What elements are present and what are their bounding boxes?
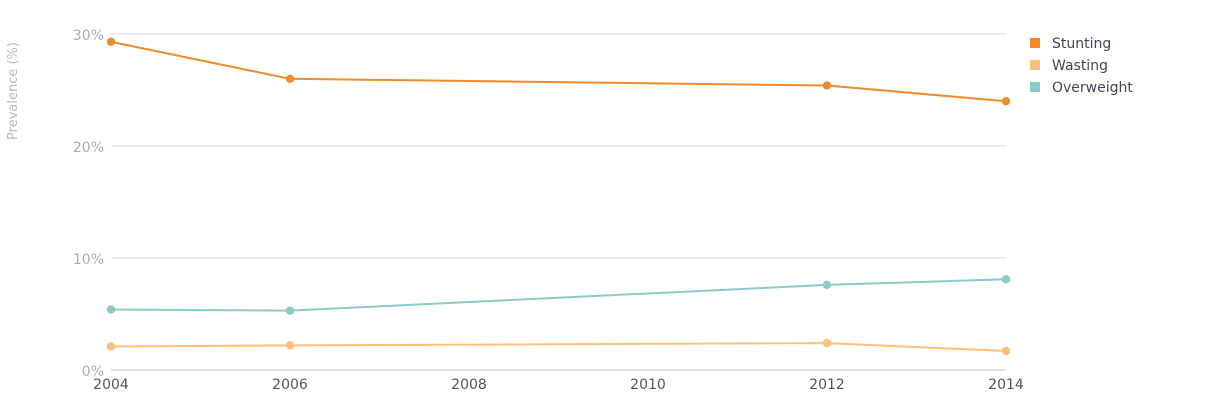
stunting-point — [1001, 97, 1011, 106]
y-tick-label: 0% — [82, 364, 104, 380]
legend-label: Overweight — [1052, 80, 1133, 96]
overweight-point — [1001, 275, 1011, 284]
legend-item-stunting: Stunting — [1030, 36, 1111, 52]
stunting-line — [110, 40, 1007, 103]
y-tick-label: 30% — [73, 28, 104, 44]
x-tick-label: 2014 — [988, 377, 1024, 393]
y-tick-label: 20% — [73, 140, 104, 156]
legend-swatch — [1030, 82, 1040, 92]
x-tick-label: 2006 — [272, 377, 308, 393]
stunting-point — [285, 74, 295, 84]
stunting-point — [106, 37, 116, 47]
gridlines — [111, 33, 1006, 371]
series-lines — [106, 37, 1011, 356]
wasting-line — [110, 342, 1007, 352]
x-tick-label: 2008 — [451, 377, 487, 393]
y-axis-title: Prevalence (%) — [6, 42, 21, 140]
overweight-line — [110, 278, 1007, 312]
x-tick-label: 2012 — [809, 377, 845, 393]
stunting-point — [822, 81, 832, 90]
x-tick-label: 2004 — [93, 377, 129, 393]
series-overweight — [106, 275, 1011, 315]
legend-swatch — [1030, 38, 1040, 48]
legend-item-overweight: Overweight — [1030, 80, 1133, 96]
series-stunting — [106, 37, 1011, 106]
y-tick-label: 10% — [73, 252, 104, 268]
wasting-point — [822, 338, 832, 348]
legend-label: Wasting — [1052, 58, 1108, 74]
overweight-point — [822, 280, 832, 290]
wasting-point — [285, 341, 295, 350]
legend-label: Stunting — [1052, 36, 1111, 52]
wasting-point — [1001, 346, 1011, 356]
y-axis-ticks: 0% 10% 20% 30% — [73, 28, 104, 380]
x-tick-label: 2010 — [630, 377, 666, 393]
overweight-point — [106, 305, 116, 314]
series-wasting — [106, 338, 1011, 356]
wasting-point — [106, 342, 116, 351]
legend: Stunting Wasting Overweight — [1030, 36, 1133, 96]
legend-swatch — [1030, 60, 1040, 70]
overweight-point — [285, 306, 295, 315]
legend-item-wasting: Wasting — [1030, 58, 1108, 74]
x-axis-ticks: 2004 2006 2008 2010 2012 2014 — [93, 377, 1024, 393]
